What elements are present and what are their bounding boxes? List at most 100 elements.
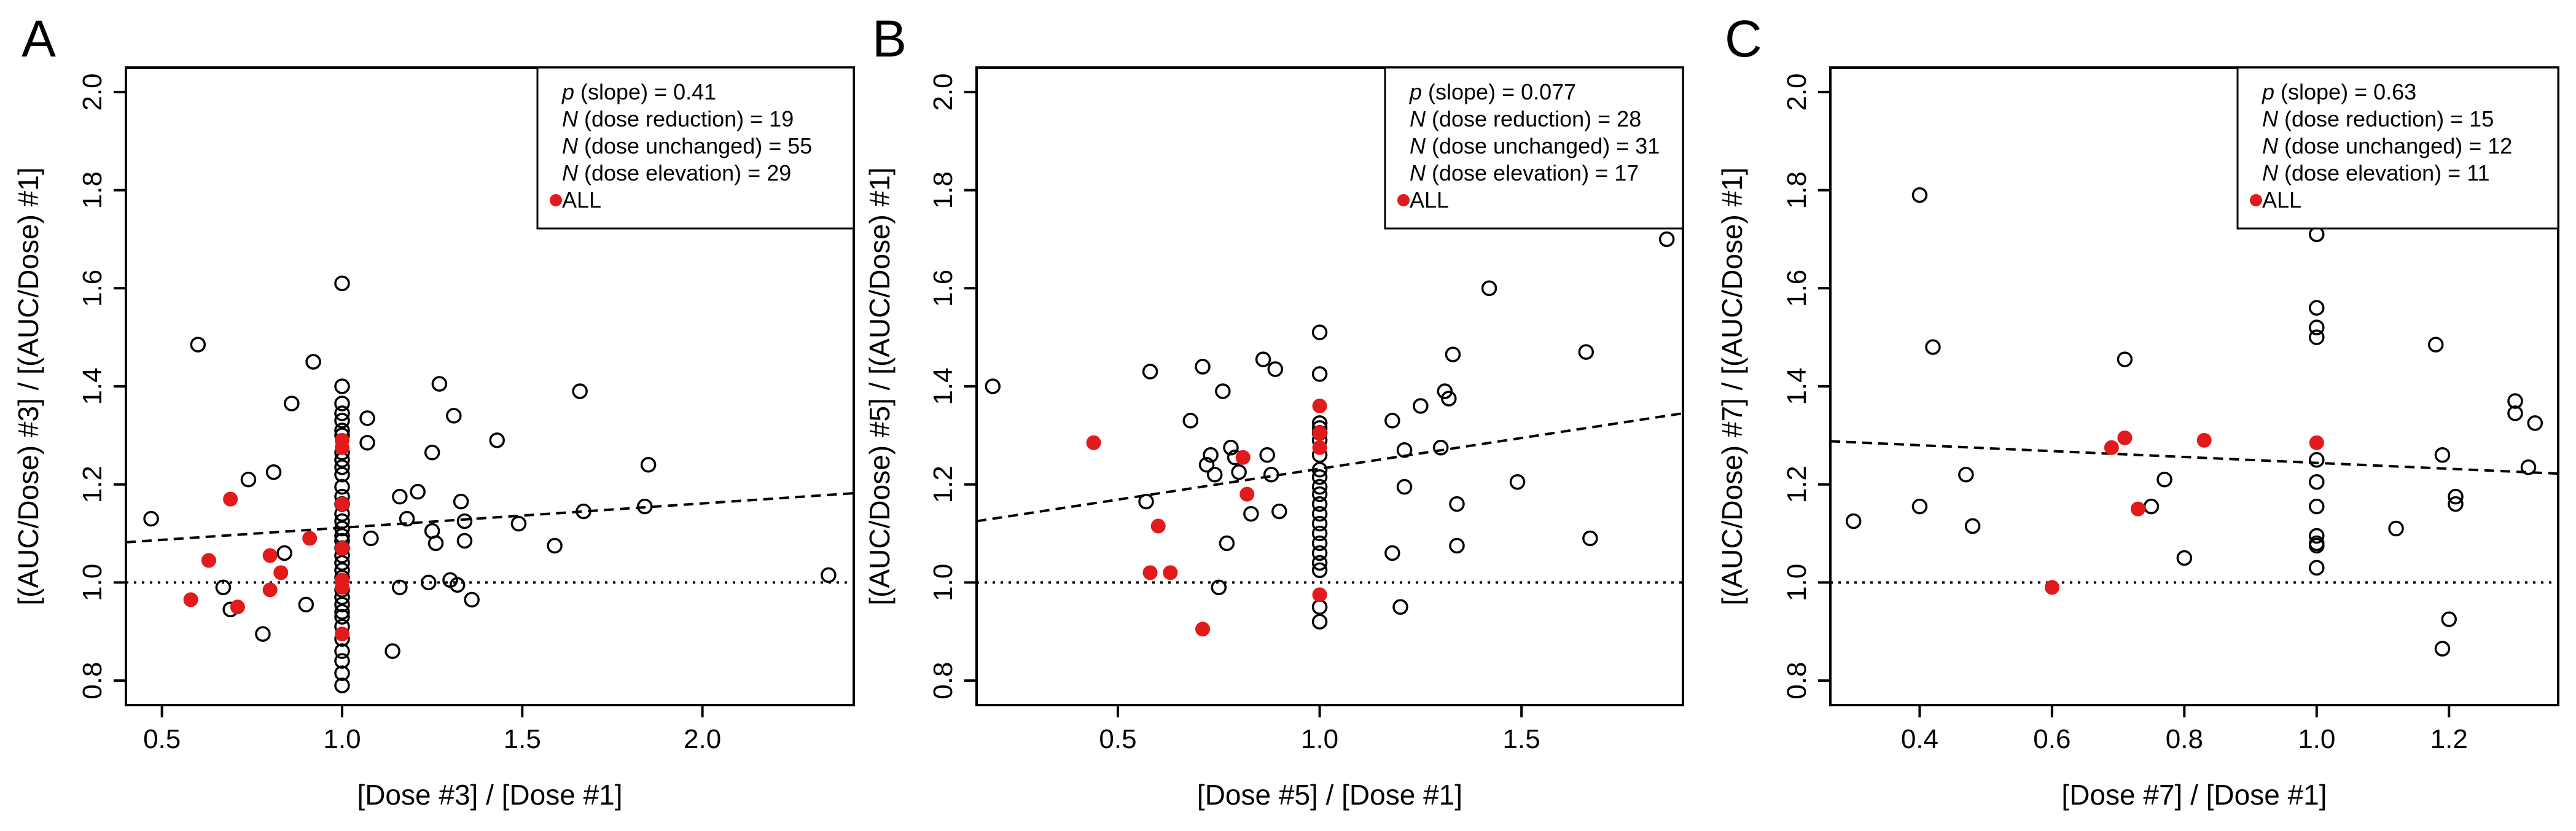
y-tick-label: 1.4: [928, 367, 958, 405]
x-tick-label: 0.5: [143, 724, 181, 754]
data-point: [1223, 440, 1239, 456]
data-point: [1138, 493, 1154, 510]
data-point: [1437, 383, 1453, 399]
data-point: [1311, 599, 1328, 615]
data-point: [1263, 466, 1279, 483]
data-point: [2520, 459, 2537, 475]
data-point: [1311, 486, 1328, 502]
data-point: [1964, 518, 1981, 534]
data-point: [1449, 496, 1465, 512]
data-point: [640, 457, 657, 473]
legend-symbol: N: [1410, 160, 1426, 185]
data-point-all: [1086, 435, 1101, 450]
data-point: [2388, 520, 2404, 537]
data-point: [510, 515, 527, 532]
data-point: [2448, 488, 2464, 505]
y-axis-label: [(AUC/Dose) #7] / [(AUC/Dose) #1]: [1716, 167, 1748, 605]
regression-line: [1830, 440, 2559, 475]
y-axis-label: [(AUC/Dose) #5] / [(AUC/Dose) #1]: [864, 167, 896, 605]
data-point: [1219, 535, 1235, 552]
data-point: [2309, 319, 2325, 335]
data-point: [359, 435, 375, 451]
data-point: [2507, 393, 2523, 409]
data-point-all: [273, 565, 289, 580]
data-point-all: [1195, 622, 1210, 637]
data-point: [1203, 447, 1219, 463]
data-point: [190, 337, 206, 353]
data-point-all: [2309, 435, 2324, 450]
legend-text: (dose reduction) =: [1432, 106, 1610, 131]
legend-symbol: N: [562, 106, 579, 131]
legend-symbol: p: [561, 79, 574, 104]
data-point: [392, 488, 408, 505]
data-point: [1311, 614, 1328, 630]
legend-text: (dose elevation) =: [584, 160, 760, 185]
data-point: [1311, 366, 1328, 382]
legend-line: p (slope) = 0.077: [1409, 79, 1576, 104]
legend-line: N (dose reduction) = 19: [562, 106, 794, 131]
y-tick-label: 1.8: [1782, 171, 1812, 209]
legend-value: 55: [787, 133, 812, 158]
legend-box: [1384, 66, 1684, 230]
panel-a: A 0.5 1.0 1.5 2.0 0.8 1.0 1.2 1.4 1.6 1.8 2.0 [Dose …: [12, 10, 855, 811]
y-tick-label: 1.2: [1782, 466, 1812, 503]
data-point-all: [1150, 518, 1166, 534]
data-point: [410, 483, 426, 500]
legend-text: (dose elevation) =: [2284, 160, 2461, 185]
x-tick-label: 1.0: [1301, 724, 1338, 754]
data-point: [576, 503, 591, 520]
data-point: [489, 432, 505, 448]
y-tick-label: 1.2: [77, 466, 107, 503]
legend-line: N (dose elevation) = 17: [1410, 160, 1639, 185]
data-point: [449, 577, 466, 593]
data-point: [2309, 474, 2325, 490]
data-point-all: [1239, 486, 1255, 502]
data-point-all: [183, 592, 198, 607]
data-point: [1578, 344, 1594, 360]
data-point: [1911, 187, 1928, 203]
data-point: [1582, 530, 1598, 547]
data-point: [334, 609, 350, 625]
data-point: [1413, 398, 1429, 414]
data-point: [334, 466, 350, 483]
y-tick-label: 1.4: [1782, 367, 1812, 405]
legend-text: (dose unchanged) =: [1432, 133, 1629, 158]
data-point: [276, 545, 292, 561]
data-point: [334, 653, 350, 669]
data-point: [1311, 545, 1328, 561]
data-point: [215, 579, 232, 596]
data-point: [1432, 440, 1449, 456]
data-point: [1311, 555, 1328, 571]
legend-text: (slope) =: [2281, 79, 2367, 104]
y-tick-label: 1.6: [77, 270, 107, 307]
data-point: [421, 574, 437, 591]
panel-letter: A: [21, 10, 56, 68]
data-point: [334, 275, 350, 292]
x-tick-label: 1.5: [504, 724, 541, 754]
data-point: [1392, 599, 1408, 615]
legend-symbol: p: [2262, 79, 2274, 104]
legend-symbol: N: [2262, 133, 2279, 158]
data-point: [821, 567, 837, 583]
data-point: [334, 478, 350, 495]
legend-text: (slope) =: [580, 79, 667, 104]
data-point-all: [1312, 440, 1327, 455]
data-point: [392, 579, 408, 596]
data-point: [1311, 461, 1328, 478]
y-tick-label: 2.0: [928, 73, 958, 111]
panel-c: C 0.4 0.6 0.8 1.0 1.2 0.8 1.0 1.2 1.4 1.6 1.8 2.0 [Do…: [1716, 10, 2559, 811]
data-point: [1311, 469, 1328, 485]
legend-value: 17: [1614, 160, 1639, 185]
data-point: [1243, 505, 1259, 522]
data-point: [431, 376, 448, 392]
data-point: [2309, 226, 2325, 243]
legend-marker: [550, 194, 562, 206]
data-point: [446, 408, 462, 424]
data-point-all: [201, 553, 216, 568]
legend-symbol: N: [562, 160, 579, 185]
legend-line: N (dose reduction) = 15: [2262, 106, 2494, 131]
x-tick-label: 0.6: [2033, 724, 2071, 754]
data-point: [1911, 498, 1928, 515]
y-tick-label: 0.8: [928, 661, 958, 699]
y-tick-label: 2.0: [1782, 73, 1812, 111]
